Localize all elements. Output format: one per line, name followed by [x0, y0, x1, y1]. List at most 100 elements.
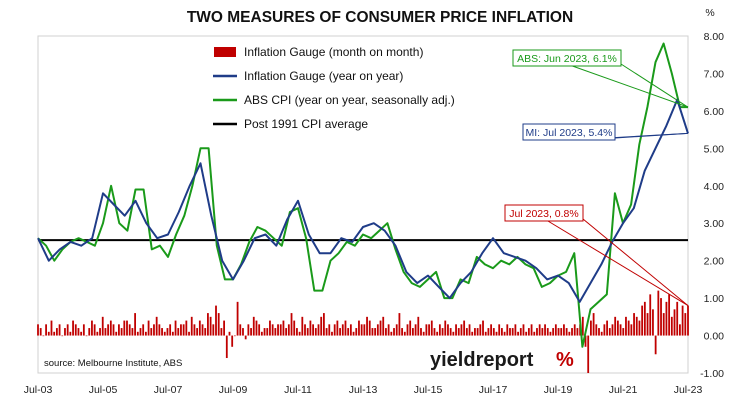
mom-bar [322, 313, 325, 336]
mom-bar [549, 331, 552, 336]
y-tick-label: 3.00 [704, 218, 725, 230]
legend-swatch [214, 47, 236, 57]
mom-bar [239, 324, 242, 336]
mom-bar [662, 313, 665, 336]
mom-bar [82, 324, 85, 336]
mom-bar [39, 328, 42, 336]
mom-bar [185, 320, 188, 336]
mom-bar [444, 320, 447, 336]
mom-bar [447, 324, 449, 336]
mom-bar [77, 328, 80, 336]
mom-bar [341, 324, 344, 336]
y-tick-label: 6.00 [704, 106, 725, 118]
mom-bar [452, 331, 455, 336]
mom-bar [571, 328, 573, 336]
mom-bar [258, 324, 261, 336]
mom-bar [635, 316, 638, 336]
yieldreport-logo: yieldreport % [430, 349, 574, 371]
mom-bar [91, 320, 93, 336]
y-tick-label: 4.00 [704, 181, 725, 193]
mom-bar [511, 328, 514, 336]
x-tick-labels: Jul-03 Jul-05 Jul-07 Jul-09 Jul-11 Jul-13 Jul-… [24, 384, 703, 396]
mom-bar [530, 324, 533, 336]
mom-bar [174, 320, 177, 336]
mom-bar [684, 313, 687, 336]
mom-bar [228, 331, 231, 336]
inflation-gauge-yoy-line [37, 98, 689, 303]
mom-bar [287, 324, 290, 336]
mom-bar [285, 328, 288, 336]
mom-bar [153, 324, 155, 336]
series-lines [37, 42, 689, 348]
mom-bar [37, 324, 39, 336]
mom-bar [479, 324, 482, 336]
x-tick-label: Jul-07 [154, 384, 183, 396]
mom-bar [393, 328, 395, 336]
mom-bar [331, 331, 333, 336]
mom-bar [120, 328, 123, 336]
mom-bar [314, 328, 317, 336]
mom-bar [517, 331, 519, 336]
mom-bar [360, 324, 363, 336]
mom-bar [244, 335, 247, 340]
legend-label: Inflation Gauge (month on month) [244, 45, 423, 59]
mom-bar [606, 320, 608, 336]
mom-bar [201, 324, 204, 336]
mom-bar [339, 328, 341, 336]
mom-bar [242, 328, 244, 336]
mom-bar [269, 320, 271, 336]
mom-bar [336, 320, 339, 336]
mom-bar [643, 301, 646, 336]
mom-bar [328, 324, 331, 336]
mom-bar [301, 316, 304, 336]
source-note: source: Melbourne Institute, ABS [44, 358, 182, 369]
x-tick-label: Jul-15 [414, 384, 443, 396]
mom-bar [476, 328, 479, 336]
mom-bar [425, 324, 428, 336]
mom-bar [193, 324, 196, 336]
mom-bar [134, 313, 136, 336]
mom-bar [93, 324, 96, 336]
mom-bar [282, 320, 285, 336]
x-tick-label: Jul-21 [609, 384, 638, 396]
mom-bar [679, 324, 681, 336]
mom-bar [118, 324, 120, 336]
mom-bar [614, 316, 617, 336]
mom-bar [80, 331, 83, 336]
mom-bar [263, 328, 266, 336]
mom-bar [641, 305, 644, 336]
mom-bar [630, 324, 633, 336]
x-tick-label: Jul-05 [89, 384, 118, 396]
mom-bar [533, 331, 536, 336]
annotation-label: ABS: Jun 2023, 6.1% [517, 53, 617, 65]
mom-bar [525, 331, 528, 336]
mom-bar [498, 324, 501, 336]
mom-bar [58, 324, 61, 336]
mom-bar [96, 331, 99, 336]
mom-bar [536, 328, 538, 336]
mom-bar [161, 328, 163, 336]
mom-bar [188, 331, 190, 336]
mom-bar [317, 324, 320, 336]
mom-bar [212, 324, 215, 336]
y-tick-label: 1.00 [704, 293, 725, 305]
mom-bar [147, 320, 150, 336]
annotation-leader [620, 63, 689, 108]
x-tick-label: Jul-17 [479, 384, 508, 396]
mom-bar [190, 316, 193, 336]
mom-bar [460, 324, 463, 336]
mom-bar [158, 324, 161, 336]
mom-bar [490, 324, 493, 336]
mom-bar [495, 331, 498, 336]
mom-bar [581, 316, 584, 336]
mom-bar [333, 324, 336, 336]
mom-bar [166, 328, 169, 336]
mom-bar [492, 328, 495, 336]
mom-bar [622, 328, 625, 336]
annotation-leader [547, 220, 689, 307]
mom-bar [587, 335, 590, 373]
mom-bar [198, 320, 201, 336]
mom-bar [290, 313, 293, 336]
mom-bar [395, 324, 398, 336]
